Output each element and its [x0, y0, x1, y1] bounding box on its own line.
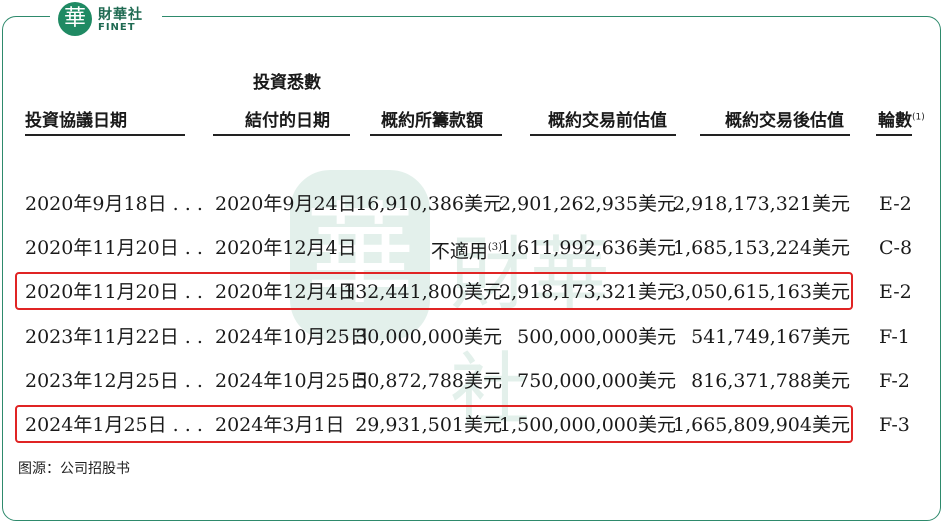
cell-agreement-date: 2024年1月25日 . . .	[25, 414, 203, 436]
cell-amount-raised: 16,910,386美元	[355, 192, 502, 216]
cell-round: F-3	[879, 414, 910, 436]
cell-post-money-valuation: 1,665,809,904美元	[672, 414, 850, 436]
finet-logo: 華 財華社 FINET	[50, 0, 162, 40]
header-underline	[370, 134, 502, 136]
cell-amount-value: 16,910,386美元	[355, 193, 502, 215]
cell-post-money-valuation: 541,749,167美元	[691, 326, 850, 348]
cell-agreement-date: 2023年11月22日 . .	[25, 326, 203, 348]
cell-amount-raised: 30,000,000美元	[355, 325, 502, 349]
cell-post-money-valuation: 1,685,153,224美元	[672, 237, 850, 259]
source-note: 图源：公司招股书	[18, 461, 130, 477]
header-underline	[530, 134, 676, 136]
table-row: 2024年1月25日 . . . 2024年3月1日 29,931,501美元 1,5…	[0, 405, 945, 445]
table-row: 2020年9月18日 . . . 2020年9月24日 16,910,386美元 2,…	[0, 184, 945, 224]
header-post-money-valuation: 概約交易後估值	[725, 111, 844, 131]
logo-chinese-name: 財華社	[98, 7, 143, 23]
cell-agreement-date: 2020年11月20日 . .	[25, 237, 203, 259]
cell-round: C-8	[879, 237, 913, 259]
finet-logo-icon: 華	[58, 2, 92, 36]
table-row: 2020年11月20日 . . 2020年12月4日 132,441,800美元 2,…	[0, 272, 945, 312]
header-agreement-date: 投資協議日期	[25, 111, 127, 131]
table-row: 2023年11月22日 . . 2024年10月25日 30,000,000美元 50…	[0, 317, 945, 357]
header-pre-money-valuation: 概約交易前估值	[548, 111, 667, 131]
cell-agreement-date: 2023年12月25日 . .	[25, 370, 203, 392]
cell-pre-money-valuation: 1,611,992,636美元	[498, 237, 676, 259]
cell-pre-money-valuation: 2,918,173,321美元	[498, 281, 676, 303]
header-underline	[700, 134, 850, 136]
cell-settlement-date: 2020年12月4日	[215, 281, 357, 303]
cell-round: F-1	[879, 326, 910, 348]
cell-amount-note: (3)	[487, 242, 502, 253]
cell-settlement-date: 2024年10月25日	[215, 326, 369, 348]
cell-amount-value: 不適用	[430, 240, 488, 263]
cell-agreement-date: 2020年11月20日 . .	[25, 281, 203, 303]
cell-pre-money-valuation: 2,901,262,935美元	[498, 193, 676, 215]
cell-settlement-date: 2024年10月25日	[215, 370, 369, 392]
cell-round: E-2	[879, 193, 912, 215]
header-underline	[25, 134, 185, 136]
header-underline	[213, 134, 350, 136]
cell-settlement-date: 2020年12月4日	[215, 237, 357, 259]
header-settlement-date-line1: 投資悉數	[253, 73, 321, 93]
highlight-box	[15, 272, 853, 310]
cell-post-money-valuation: 816,371,788美元	[691, 370, 850, 392]
cell-amount-raised: 132,441,800美元	[343, 280, 502, 304]
cell-pre-money-valuation: 500,000,000美元	[517, 326, 676, 348]
cell-amount-raised: 29,931,501美元	[355, 413, 502, 437]
header-round-label: 輪數	[878, 111, 912, 131]
header-settlement-date-line2: 結付的日期	[245, 111, 330, 131]
cell-amount-raised: 50,872,788美元	[355, 369, 502, 393]
highlight-box	[15, 405, 853, 443]
cell-settlement-date: 2020年9月24日	[215, 193, 357, 215]
cell-pre-money-valuation: 750,000,000美元	[517, 370, 676, 392]
cell-round: E-2	[879, 281, 912, 303]
header-round-note: (1)	[912, 112, 925, 123]
cell-post-money-valuation: 3,050,615,163美元	[672, 281, 850, 303]
header-round: 輪數(1)	[878, 106, 925, 131]
table-row: 2020年11月20日 . . 2020年12月4日 不適用(3) 1,611,992…	[0, 228, 945, 268]
header-underline	[876, 134, 912, 136]
logo-english-name: FINET	[98, 22, 136, 33]
cell-amount-value: 132,441,800美元	[343, 281, 502, 303]
cell-post-money-valuation: 2,918,173,321美元	[672, 193, 850, 215]
cell-amount-value: 29,931,501美元	[355, 414, 502, 436]
card-frame	[2, 16, 941, 521]
header-amount-raised: 概約所籌款額	[381, 111, 483, 131]
cell-amount-value: 50,872,788美元	[355, 370, 502, 392]
cell-pre-money-valuation: 1,500,000,000美元	[498, 414, 676, 436]
cell-agreement-date: 2020年9月18日 . . .	[25, 193, 203, 215]
cell-round: F-2	[879, 370, 910, 392]
cell-amount-value: 30,000,000美元	[355, 326, 502, 348]
cell-settlement-date: 2024年3月1日	[215, 414, 345, 436]
table-row: 2023年12月25日 . . 2024年10月25日 50,872,788美元 75…	[0, 361, 945, 401]
cell-amount-raised: 不適用(3)	[431, 236, 502, 263]
